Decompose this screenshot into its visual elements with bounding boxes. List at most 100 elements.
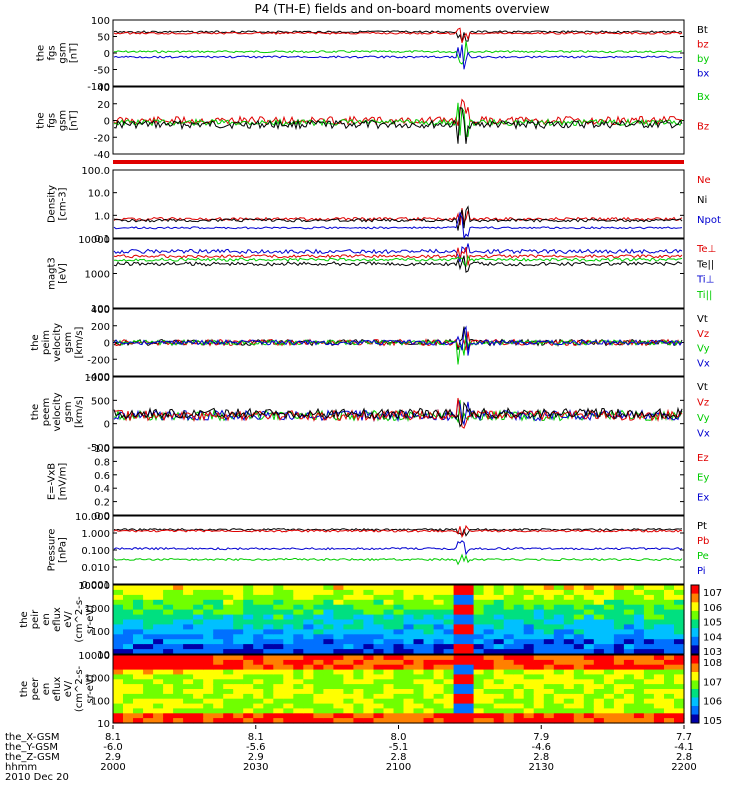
- spectrogram-cell: [533, 594, 545, 601]
- colorbar-label: 105: [703, 716, 722, 727]
- spectrogram-cell: [553, 599, 565, 606]
- spectrogram-cell: [493, 689, 505, 695]
- spectrogram-cell: [113, 629, 124, 635]
- spectrogram-cell: [613, 689, 625, 695]
- spectrogram-cell: [363, 594, 374, 601]
- spectrogram-cell: [143, 689, 154, 695]
- spectrogram-cell: [303, 634, 314, 640]
- spectrogram-cell: [533, 664, 545, 671]
- spectrogram-cell: [633, 669, 645, 676]
- spectrogram-cell: [463, 634, 475, 640]
- spectrogram-cell: [333, 674, 344, 680]
- spectrogram-cell: [653, 589, 665, 596]
- spectrogram-cell: [674, 649, 685, 655]
- spectrogram-cell: [323, 679, 334, 685]
- spectrogram-cell: [543, 604, 555, 611]
- spectrogram-cell: [503, 614, 515, 621]
- y-axis-label-line: sr-eV): [85, 605, 96, 634]
- spectrogram-cell: [383, 659, 395, 666]
- spectrogram-cell: [293, 713, 304, 719]
- y-tick-label: 100: [91, 696, 110, 707]
- spectrogram-cell: [273, 639, 284, 645]
- spectrogram-cell: [383, 669, 395, 676]
- spectrogram-cell: [503, 655, 515, 661]
- spectrogram-cell: [223, 619, 234, 625]
- spectrogram-cell: [593, 664, 605, 671]
- spectrogram-cell: [203, 634, 214, 640]
- spectrogram-cell: [423, 594, 435, 601]
- spectrogram-cell: [483, 619, 495, 625]
- spectrogram-cell: [423, 614, 435, 621]
- spectrogram-cell: [323, 674, 334, 680]
- spectrogram-cell: [533, 684, 545, 690]
- spectrogram-cell: [563, 689, 575, 695]
- spectrogram-cell: [503, 708, 515, 714]
- spectrogram-cell: [563, 599, 575, 606]
- spectrogram-cell: [533, 599, 545, 606]
- spectrogram-cell: [543, 703, 555, 710]
- spectrogram-cell: [393, 614, 405, 621]
- spectrogram-cell: [553, 629, 565, 635]
- spectrogram-cell: [353, 718, 364, 724]
- spectrogram-cell: [664, 689, 675, 695]
- spectrogram-cell: [343, 639, 354, 645]
- spectrogram-cell: [263, 698, 274, 705]
- spectrogram-cell: [163, 659, 174, 666]
- spectrogram-cell: [513, 614, 525, 621]
- spectrogram-cell: [193, 674, 204, 680]
- series-Ti-par: [113, 254, 683, 268]
- spectrogram-cell: [153, 594, 164, 601]
- spectrogram-cell: [543, 649, 555, 655]
- spectrogram-cell: [373, 703, 385, 710]
- spectrogram-cell: [633, 718, 645, 724]
- spectrogram-cell: [263, 655, 274, 661]
- spectrogram-cell: [153, 639, 164, 645]
- spectrogram-cell: [303, 644, 314, 650]
- spectrogram-cell: [353, 679, 364, 685]
- y-tick-label: 0: [104, 117, 110, 128]
- spectrogram-cell: [583, 713, 595, 719]
- spectrogram-cell: [623, 713, 635, 719]
- spectrogram-cell: [403, 634, 415, 640]
- spectrogram-cell: [403, 649, 415, 655]
- spectrogram-cell: [583, 655, 595, 661]
- spectrogram-cell: [563, 585, 575, 591]
- spectrogram-cell: [163, 689, 174, 695]
- spectrogram-cell: [383, 604, 395, 611]
- spectrogram-cell: [573, 629, 585, 635]
- spectrogram-cell: [463, 698, 475, 705]
- legend-Bx: Bx: [697, 92, 710, 103]
- spectrogram-cell: [213, 604, 224, 611]
- spectrogram-cell: [403, 659, 415, 666]
- spectrogram-cell: [653, 634, 665, 640]
- spectrogram-cell: [433, 659, 445, 666]
- spectrogram-cell: [433, 718, 445, 724]
- spectrogram-cell: [533, 644, 545, 650]
- spectrogram-cell: [263, 684, 274, 690]
- spectrogram-cell: [453, 708, 465, 714]
- spectrogram-cell: [533, 669, 545, 676]
- spectrogram-cell: [273, 674, 284, 680]
- y-tick-label: 100.0: [81, 166, 110, 177]
- spectrogram-cell: [623, 684, 635, 690]
- spectrogram-cell: [113, 684, 124, 690]
- spectrogram-cell: [473, 664, 485, 671]
- spectrogram-cell: [133, 679, 144, 685]
- spectrogram-cell: [273, 659, 284, 666]
- spectrogram-cell: [123, 689, 134, 695]
- spectrogram-cell: [283, 624, 294, 630]
- spectrogram-cell: [353, 659, 364, 666]
- spectrogram-cell: [243, 698, 254, 705]
- spectrogram-cell: [664, 664, 675, 671]
- spectrogram-cell: [113, 604, 124, 611]
- spectrogram-cell: [193, 589, 204, 596]
- spectrogram-cell: [563, 698, 575, 705]
- spectrogram-cell: [553, 689, 565, 695]
- spectrogram-cell: [433, 589, 445, 596]
- spectrogram-cell: [563, 604, 575, 611]
- spectrogram-cell: [133, 708, 144, 714]
- y-axis-label-line: eV/: [63, 680, 74, 697]
- spectrogram-cell: [653, 679, 665, 685]
